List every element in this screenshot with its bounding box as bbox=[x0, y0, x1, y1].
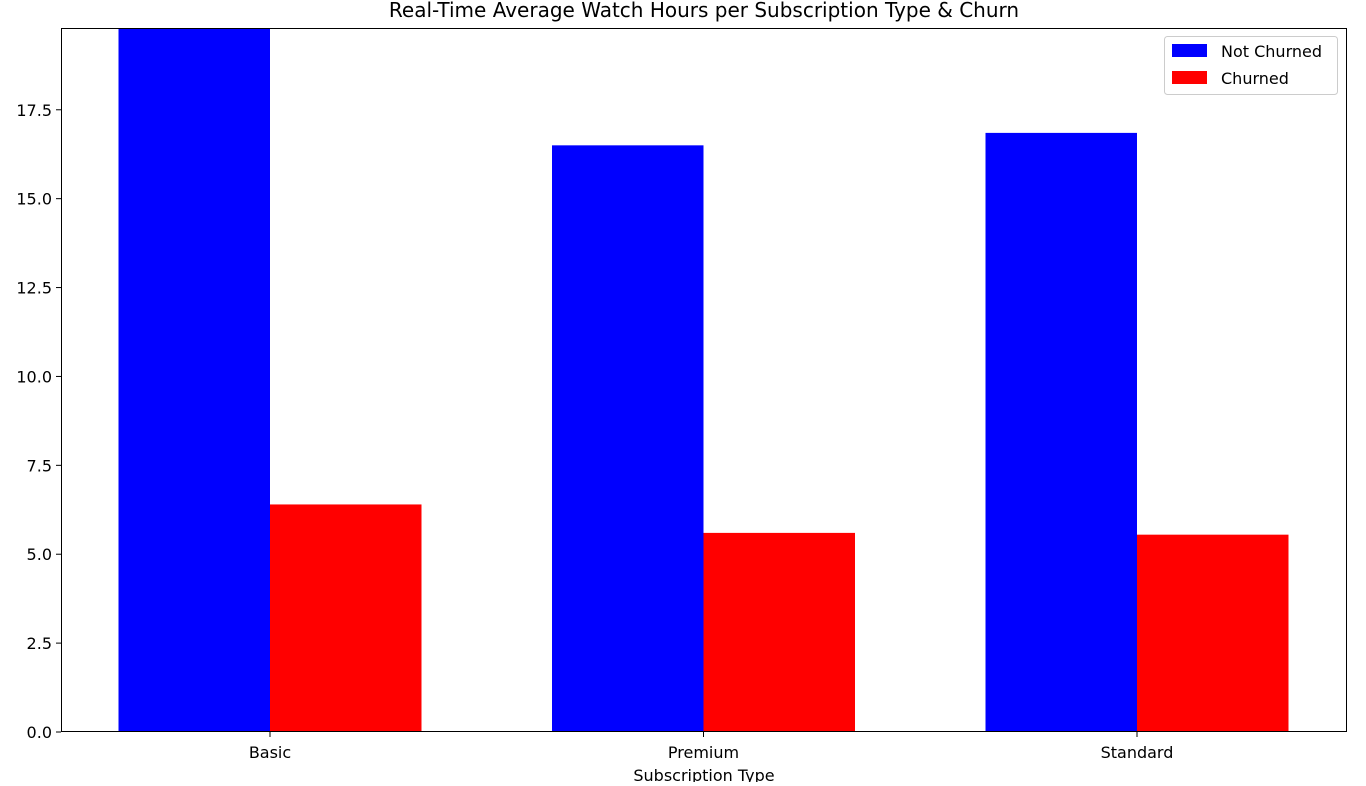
bar-not-churned-standard bbox=[985, 132, 1137, 732]
x-tick-label: Standard bbox=[1101, 743, 1174, 762]
y-tick-label: 12.5 bbox=[16, 279, 52, 298]
y-tick-label: 10.0 bbox=[16, 367, 52, 386]
plot-frame bbox=[61, 28, 1347, 732]
y-tick-label: 15.0 bbox=[16, 190, 52, 209]
bars-layer bbox=[118, 28, 1289, 733]
x-axis: Basic Premium Standard bbox=[249, 732, 1174, 762]
legend: Not Churned Churned bbox=[1164, 36, 1338, 95]
bar-churned-premium bbox=[703, 532, 855, 732]
legend-swatch-churned bbox=[1172, 71, 1207, 84]
y-tick-label: 7.5 bbox=[27, 456, 52, 475]
bar-churned-basic bbox=[270, 504, 422, 732]
bar-not-churned-basic bbox=[118, 28, 270, 732]
y-axis: 0.0 2.5 5.0 7.5 10.0 12.5 15.0 17.5 bbox=[16, 101, 61, 742]
x-tick-label: Basic bbox=[249, 743, 291, 762]
y-tick-label: 0.0 bbox=[27, 723, 52, 742]
legend-label: Churned bbox=[1221, 69, 1289, 88]
bar-not-churned-premium bbox=[552, 145, 704, 733]
x-tick-label: Premium bbox=[668, 743, 739, 762]
x-axis-label: Subscription Type bbox=[633, 766, 774, 782]
y-tick-label: 5.0 bbox=[27, 545, 52, 564]
y-tick-label: 17.5 bbox=[16, 101, 52, 120]
legend-swatch-not-churned bbox=[1172, 44, 1207, 57]
legend-label: Not Churned bbox=[1221, 42, 1322, 61]
y-tick-label: 2.5 bbox=[27, 634, 52, 653]
chart-title: Real-Time Average Watch Hours per Subscr… bbox=[389, 0, 1019, 22]
legend-box bbox=[1164, 36, 1338, 95]
bar-churned-standard bbox=[1137, 534, 1289, 732]
